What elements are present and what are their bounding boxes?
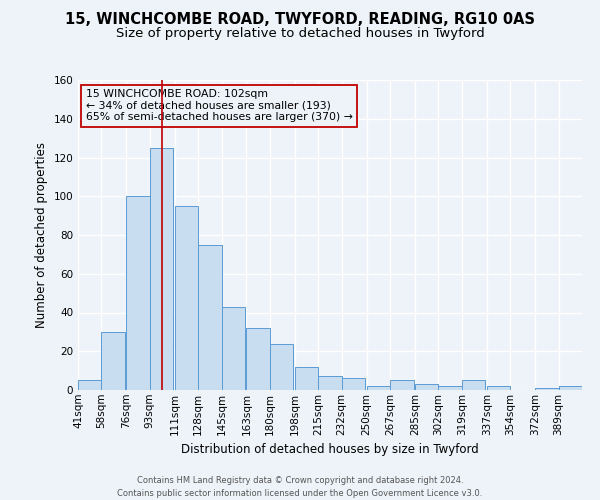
Bar (78, 380, 101, 390)
Bar (295, 367, 318, 390)
X-axis label: Distribution of detached houses by size in Twyford: Distribution of detached houses by size … (181, 443, 479, 456)
Y-axis label: Number of detached properties: Number of detached properties (35, 142, 48, 328)
Bar (535, 388, 559, 390)
Text: 15 WINCHCOMBE ROAD: 102sqm
← 34% of detached houses are smaller (193)
65% of sem: 15 WINCHCOMBE ROAD: 102sqm ← 34% of deta… (86, 90, 352, 122)
Bar (342, 378, 365, 390)
Bar (270, 344, 293, 390)
Bar (390, 380, 413, 390)
Bar (439, 386, 462, 390)
Bar (150, 148, 173, 390)
Bar (318, 376, 342, 390)
Bar (247, 328, 270, 390)
Text: 15, WINCHCOMBE ROAD, TWYFORD, READING, RG10 0AS: 15, WINCHCOMBE ROAD, TWYFORD, READING, R… (65, 12, 535, 28)
Bar (462, 380, 485, 390)
Text: Contains HM Land Registry data © Crown copyright and database right 2024.
Contai: Contains HM Land Registry data © Crown c… (118, 476, 482, 498)
Bar (221, 306, 245, 390)
Text: Size of property relative to detached houses in Twyford: Size of property relative to detached ho… (116, 28, 484, 40)
Bar (415, 384, 439, 390)
Bar (487, 386, 510, 390)
Bar (198, 244, 221, 390)
Bar (101, 332, 125, 390)
Bar (367, 386, 390, 390)
Bar (127, 196, 150, 390)
Bar (559, 386, 582, 390)
Bar (175, 206, 198, 390)
